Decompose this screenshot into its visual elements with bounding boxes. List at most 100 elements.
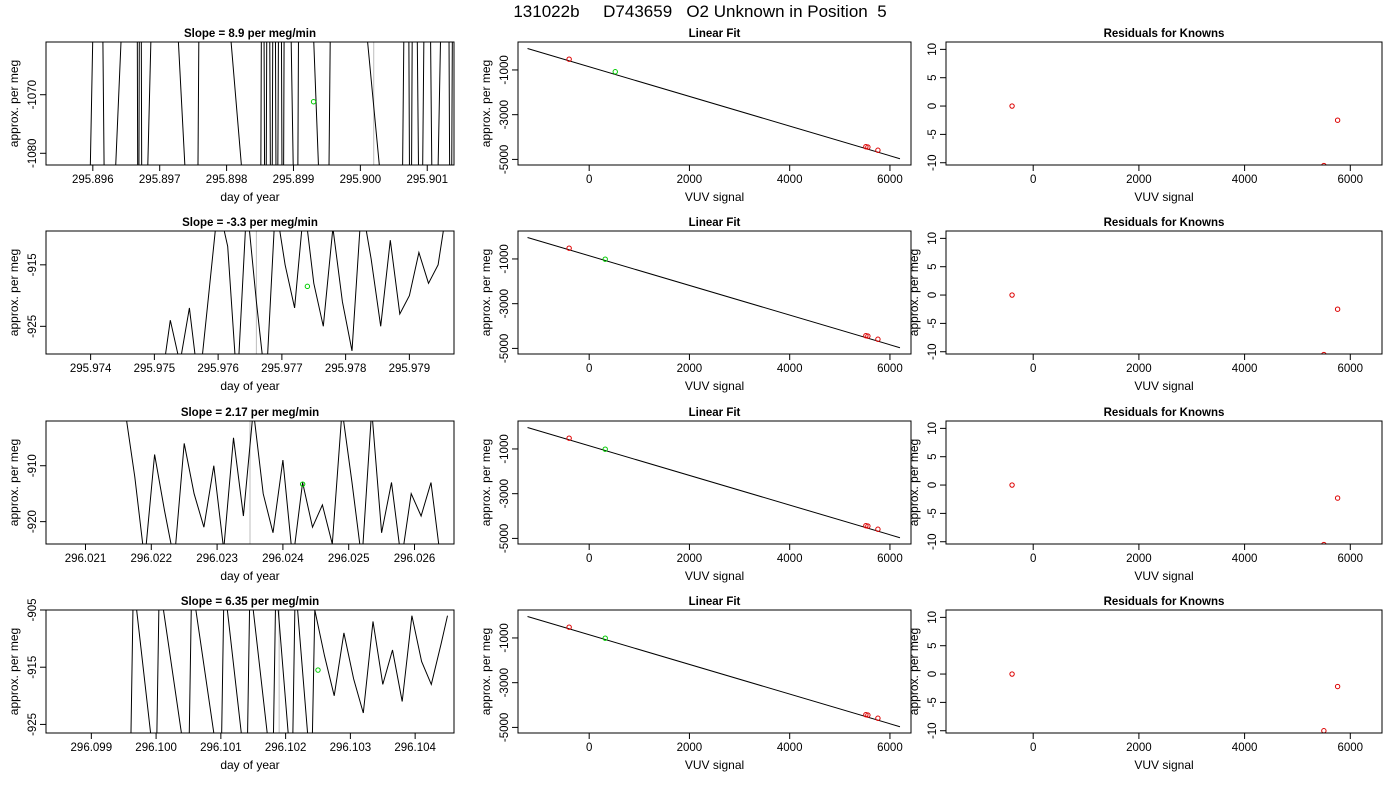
known-point bbox=[1334, 306, 1341, 312]
y-tick-label: -3000 bbox=[499, 289, 511, 318]
plot-area bbox=[89, 42, 453, 165]
x-tick-label: 0 bbox=[586, 553, 592, 565]
x-tick-label: 4000 bbox=[777, 174, 803, 186]
plot-frame bbox=[45, 41, 455, 166]
known-point bbox=[1326, 171, 1330, 175]
x-tick-label: 4000 bbox=[1232, 553, 1258, 565]
y-tick-label: -3000 bbox=[499, 668, 511, 697]
x-tick-label: 295.898 bbox=[206, 174, 248, 186]
x-tick-label: 4000 bbox=[1232, 174, 1258, 186]
panel-title: Slope = 8.9 per meg/min bbox=[184, 28, 316, 40]
x-axis-label: day of year bbox=[220, 758, 279, 772]
x-tick-label: 2000 bbox=[677, 174, 703, 186]
x-tick-label: 296.023 bbox=[196, 553, 238, 565]
x-tick-label: 4000 bbox=[777, 363, 803, 375]
x-tick-label: 295.901 bbox=[406, 174, 448, 186]
known-point bbox=[1009, 103, 1015, 109]
known-point bbox=[865, 144, 871, 150]
known-point bbox=[865, 523, 871, 529]
y-tick-label: -5 bbox=[927, 318, 939, 328]
x-tick-label: 2000 bbox=[1126, 553, 1152, 565]
known-point bbox=[875, 336, 881, 342]
panel-title: Slope = -3.3 per meg/min bbox=[182, 217, 318, 229]
x-tick-label: 296.100 bbox=[135, 742, 177, 754]
x-tick-label: 6000 bbox=[877, 363, 903, 375]
y-axis-label: approx. per meg bbox=[7, 249, 21, 336]
trace-line bbox=[126, 421, 440, 544]
unknown-point bbox=[304, 283, 311, 290]
known-point bbox=[875, 715, 881, 721]
y-tick-label: -5 bbox=[927, 508, 939, 518]
x-tick-label: 4000 bbox=[777, 742, 803, 754]
x-tick-label: 4000 bbox=[1232, 742, 1258, 754]
fit-line bbox=[527, 237, 901, 349]
x-axis-label: day of year bbox=[220, 569, 279, 583]
y-tick-label: -1070 bbox=[27, 80, 39, 109]
known-point bbox=[1326, 360, 1330, 364]
y-axis-label: approx. per meg bbox=[479, 249, 493, 336]
unknown-point bbox=[299, 481, 306, 487]
x-tick-label: 295.978 bbox=[325, 363, 367, 375]
unknown-point bbox=[310, 99, 317, 105]
plot-area bbox=[1009, 103, 1341, 175]
y-tick-label: -3000 bbox=[499, 100, 511, 129]
known-point bbox=[566, 624, 572, 630]
panel-r3-c1: Slope = 2.17 per meg/min 296.021 296.022 29… bbox=[7, 407, 455, 583]
plot-area bbox=[1009, 671, 1341, 733]
x-tick-label: 296.102 bbox=[265, 742, 307, 754]
x-tick-label: 295.900 bbox=[340, 174, 382, 186]
known-point bbox=[1334, 683, 1341, 690]
x-tick-label: 295.974 bbox=[70, 363, 112, 375]
x-axis-label: VUV signal bbox=[685, 379, 744, 393]
panel-r1-c3: Residuals for Knowns 0 2000 4000 6000 -10 -5 0 5… bbox=[927, 28, 1383, 204]
y-tick-label: 0 bbox=[927, 103, 939, 109]
known-point bbox=[566, 245, 572, 251]
known-point bbox=[1321, 162, 1327, 165]
y-tick-label: -1080 bbox=[27, 139, 39, 168]
x-tick-label: 6000 bbox=[1337, 363, 1363, 375]
y-tick-label: 0 bbox=[927, 482, 939, 488]
y-tick-label: -905 bbox=[27, 598, 39, 621]
fit-line bbox=[527, 427, 901, 539]
x-tick-label: 6000 bbox=[1337, 553, 1363, 565]
x-tick-label: 296.021 bbox=[65, 553, 107, 565]
plot-frame bbox=[945, 609, 1383, 734]
x-tick-label: 2000 bbox=[677, 553, 703, 565]
plot-frame bbox=[945, 41, 1383, 166]
panel-r2-c3: Residuals for Knowns 0 2000 4000 6000 -10 -5 0 5… bbox=[907, 217, 1383, 393]
y-tick-label: -925 bbox=[27, 713, 39, 736]
x-axis-label: day of year bbox=[220, 379, 279, 393]
x-axis-label: VUV signal bbox=[685, 569, 744, 583]
y-tick-label: 5 bbox=[927, 643, 939, 649]
trace-line bbox=[130, 610, 448, 733]
y-tick-label: -1000 bbox=[499, 623, 511, 652]
x-tick-label: 295.979 bbox=[389, 363, 431, 375]
x-tick-label: 2000 bbox=[1126, 742, 1152, 754]
panel-title: Residuals for Knowns bbox=[1104, 28, 1225, 40]
panel-r4-c3: Residuals for Knowns 0 2000 4000 6000 -10 -5 0 5… bbox=[907, 596, 1383, 772]
x-tick-label: 296.026 bbox=[394, 553, 436, 565]
y-tick-label: -5000 bbox=[499, 334, 511, 363]
x-axis-label: VUV signal bbox=[1134, 758, 1193, 772]
fit-line bbox=[527, 616, 901, 728]
panel-r1-c2: Linear Fit 0 2000 4000 6000 -5000 -3000 -1000 VU… bbox=[479, 28, 912, 204]
x-tick-label: 0 bbox=[586, 174, 592, 186]
x-tick-label: 296.025 bbox=[328, 553, 370, 565]
y-tick-label: -5000 bbox=[499, 145, 511, 174]
x-tick-label: 2000 bbox=[1126, 174, 1152, 186]
plot-frame bbox=[517, 41, 912, 166]
x-tick-label: 296.104 bbox=[394, 742, 436, 754]
panel-r4-c2: Linear Fit 0 2000 4000 6000 -5000 -3000 -1000 VU… bbox=[479, 596, 912, 772]
plot-area bbox=[1009, 482, 1341, 544]
y-tick-label: -910 bbox=[27, 454, 39, 477]
known-point bbox=[1009, 292, 1015, 298]
plot-frame bbox=[517, 609, 912, 734]
x-axis-label: VUV signal bbox=[1134, 379, 1193, 393]
x-tick-label: 2000 bbox=[677, 742, 703, 754]
panel-r3-c2: Linear Fit 0 2000 4000 6000 -5000 -3000 -1000 VU… bbox=[479, 407, 912, 583]
known-point bbox=[865, 712, 871, 718]
plot-frame bbox=[945, 230, 1383, 355]
x-tick-label: 295.975 bbox=[134, 363, 176, 375]
x-tick-label: 4000 bbox=[1232, 363, 1258, 375]
